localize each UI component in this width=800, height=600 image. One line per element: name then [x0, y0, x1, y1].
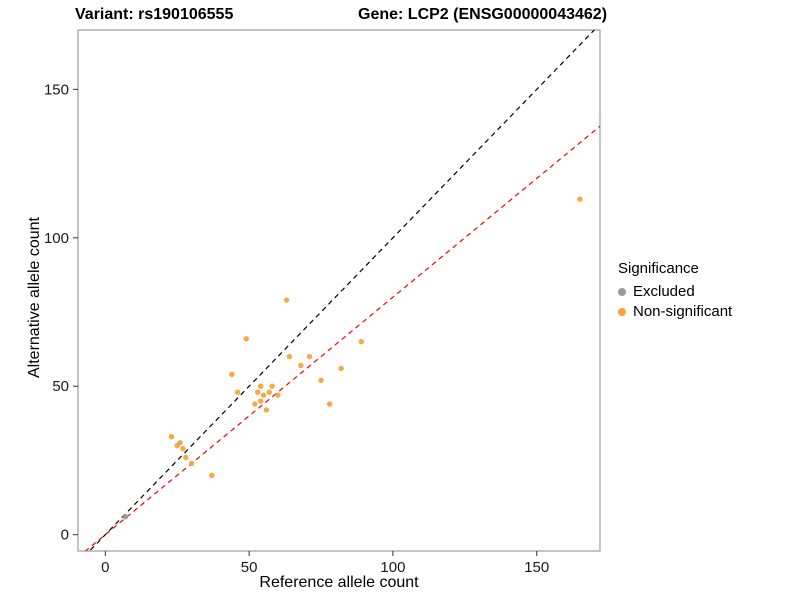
data-point [298, 362, 304, 369]
data-point [188, 460, 195, 467]
data-point [122, 514, 129, 520]
x-tick-label: 150 [524, 559, 549, 576]
x-tick-label: 50 [241, 559, 258, 576]
data-point [183, 454, 189, 461]
identity-line [88, 30, 596, 551]
data-point [257, 398, 264, 404]
x-tick-label: 100 [380, 559, 405, 576]
data-point [168, 434, 175, 440]
non-significant-dot-icon [618, 307, 626, 316]
data-point [266, 389, 272, 395]
data-point [318, 377, 324, 384]
data-point [177, 439, 183, 446]
data-point [338, 365, 344, 372]
legend-item-label: Excluded [633, 283, 695, 300]
variant-title: Variant: rs190106555 [75, 6, 234, 23]
data-point [275, 392, 281, 398]
y-tick-label: 150 [44, 81, 69, 98]
legend-item-non-significant: Non-significant [618, 303, 732, 320]
plot-panel [77, 29, 601, 552]
data-point [286, 353, 293, 360]
data-point [234, 389, 241, 395]
data-point [306, 353, 313, 360]
legend: Significance Excluded Non-significant [618, 260, 732, 323]
data-point [257, 383, 264, 389]
legend-title: Significance [618, 260, 699, 277]
data-point [283, 297, 290, 303]
fit-line [84, 125, 600, 551]
y-tick-label: 100 [44, 230, 69, 247]
data-point [252, 401, 258, 407]
data-point [229, 371, 235, 378]
data-point [209, 472, 215, 478]
excluded-dot-icon [618, 287, 626, 296]
data-point [269, 383, 275, 389]
x-tick-label: 0 [101, 559, 109, 576]
data-point [326, 401, 333, 407]
y-tick-label: 0 [61, 527, 69, 544]
data-point [255, 389, 261, 395]
data-point [243, 336, 249, 342]
data-point [577, 196, 583, 202]
legend-item-excluded: Excluded [618, 283, 732, 300]
data-point [358, 339, 364, 345]
y-axis-label: Alternative allele count [26, 217, 43, 378]
x-axis-label: Reference allele count [259, 574, 419, 591]
legend-item-label: Non-significant [633, 303, 733, 320]
data-point [263, 407, 270, 413]
y-tick-label: 50 [52, 378, 69, 395]
data-point [180, 445, 186, 452]
data-point [260, 392, 267, 398]
gene-title: Gene: LCP2 (ENSG00000043462) [358, 6, 608, 23]
